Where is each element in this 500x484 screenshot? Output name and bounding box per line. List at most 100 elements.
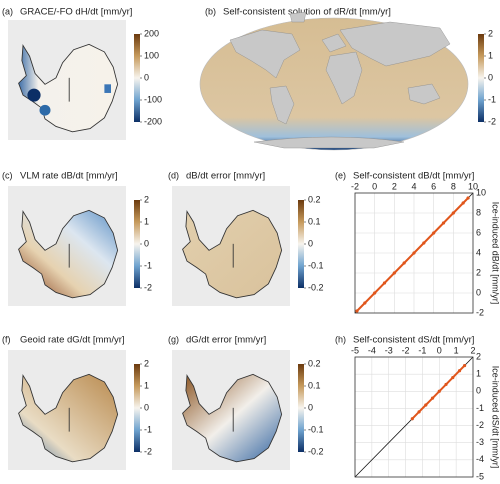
point [392, 271, 396, 275]
x-tick-label: -5 [351, 345, 359, 355]
x-tick-label: 8 [451, 181, 456, 191]
panel-label: (f) [2, 334, 11, 344]
x-tick-label: 2 [392, 181, 397, 191]
panel-label: (g) [168, 334, 179, 344]
point [373, 291, 377, 295]
colorbar-tick-label: 0.2 [308, 358, 321, 368]
colorbar-tick-label: 0 [488, 72, 493, 82]
point [410, 417, 414, 421]
colorbar-tick-label: 1 [144, 380, 149, 390]
y-tick-label: -3 [476, 437, 484, 447]
panel-title: GRACE/-FO dH/dt [mm/yr] [20, 7, 132, 18]
colorbar-tick-label: -0.1 [308, 260, 324, 270]
panel-label: (b) [205, 6, 216, 16]
continent [269, 85, 295, 125]
colorbar-tick-label: -0.1 [308, 424, 324, 434]
blue-patch [104, 84, 111, 93]
colorbar [134, 364, 140, 452]
plot-frame [354, 192, 474, 314]
plot-frame [354, 356, 474, 478]
colorbar-tick-label: -0.2 [308, 282, 324, 292]
point [424, 403, 428, 407]
antarctica [182, 209, 283, 299]
x-tick-label: 0 [437, 345, 442, 355]
y-tick-label: -5 [476, 471, 484, 481]
antarctica [253, 136, 405, 149]
panel-label: (a) [2, 6, 13, 16]
colorbar [478, 34, 484, 122]
point [430, 396, 435, 400]
colorbar-tick-label: -2 [488, 116, 496, 126]
panel-label: (e) [335, 170, 346, 180]
continent [325, 51, 363, 105]
antarctica [182, 373, 283, 463]
y-tick-label: 4 [476, 247, 481, 257]
colorbar-tick-label: 0 [308, 402, 313, 412]
blue-patch [39, 104, 51, 116]
x-tick-label: -2 [351, 181, 359, 191]
y-tick-label: 0 [476, 287, 481, 297]
panel-label: (d) [168, 170, 179, 180]
colorbar-tick-label: 1 [488, 50, 493, 60]
colorbar [298, 200, 304, 288]
continent [229, 29, 301, 79]
x-axis-label: Self-consistent dS/dt [mm/yr] [353, 335, 474, 346]
x-tick-label: 1 [454, 345, 459, 355]
point [382, 281, 387, 285]
y-tick-label: 1 [476, 369, 481, 379]
colorbar-tick-label: 0.1 [308, 216, 321, 226]
colorbar [134, 34, 140, 122]
point [466, 196, 470, 200]
panel-label: (h) [335, 334, 346, 344]
colorbar-tick-label: 0.1 [308, 380, 321, 390]
panel-title: dG/dt error [mm/yr] [186, 335, 266, 346]
colorbar-tick-label: -0.2 [308, 446, 324, 456]
colorbar-tick-label: 0 [144, 402, 149, 412]
x-tick-label: 6 [431, 181, 436, 191]
point [437, 389, 441, 393]
x-tick-label: 4 [411, 181, 416, 191]
panel-title: Self-consistent solution of dR/dt [mm/yr… [223, 7, 391, 18]
point [355, 309, 359, 313]
point [412, 251, 416, 255]
y-tick-label: -1 [476, 403, 484, 413]
colorbar-tick-label: 200 [144, 28, 159, 38]
colorbar [298, 364, 304, 452]
colorbar-tick-label: 100 [144, 50, 159, 60]
colorbar-tick-label: -1 [144, 260, 152, 270]
panel-label: (c) [2, 170, 13, 180]
colorbar-tick-label: 2 [144, 358, 149, 368]
point [462, 363, 467, 368]
y-tick-label: -2 [476, 307, 484, 317]
colorbar-tick-label: -1 [488, 94, 496, 104]
panel-title: VLM rate dB/dt [mm/yr] [20, 171, 118, 182]
point [457, 369, 462, 373]
colorbar-tick-label: -2 [144, 446, 152, 456]
antarctica [18, 209, 119, 299]
colorbar-tick-label: -100 [144, 94, 162, 104]
panel-title: Geoid rate dG/dt [mm/yr] [20, 335, 125, 346]
point [444, 382, 448, 387]
continent [339, 21, 451, 67]
continent [289, 11, 307, 23]
y-axis-label: Ice-induced dB/dt [mm/yr] [491, 202, 500, 305]
x-tick-label: -2 [402, 345, 410, 355]
continent [407, 83, 441, 105]
point [432, 231, 436, 235]
y-axis-label: Ice-induced dS/dt [mm/yr] [491, 366, 500, 469]
point [363, 301, 367, 305]
blue-patch [27, 88, 41, 102]
point [441, 221, 446, 225]
x-tick-label: -3 [385, 345, 393, 355]
antarctica [18, 43, 119, 133]
y-tick-label: -4 [476, 454, 484, 464]
y-tick-label: 8 [476, 207, 481, 217]
x-axis-label: Self-consistent dB/dt [mm/yr] [353, 171, 474, 182]
y-tick-label: 10 [476, 187, 486, 197]
y-tick-label: 2 [476, 351, 481, 361]
point [451, 375, 455, 380]
colorbar [134, 200, 140, 288]
colorbar-tick-label: -2 [144, 282, 152, 292]
colorbar-tick-label: 0.2 [308, 194, 321, 204]
y-tick-label: 0 [476, 386, 481, 396]
